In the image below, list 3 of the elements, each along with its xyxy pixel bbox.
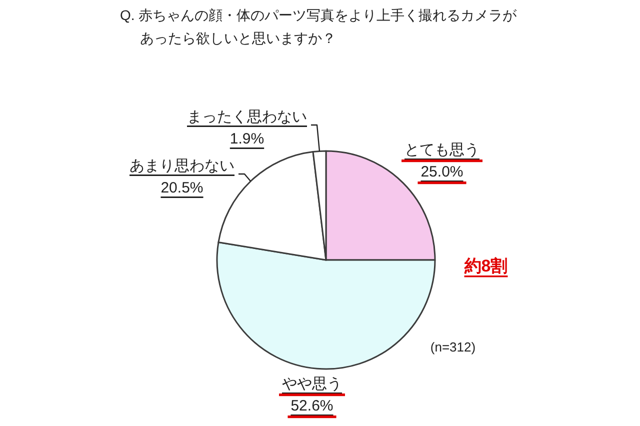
chart-title: Q. 赤ちゃんの顔・体のパーツ写真をより上手く撮れるカメラがあったら欲しいと思いますか？ [120, 6, 518, 48]
annotation: (n=312) [430, 340, 476, 354]
annotation: 約8割 [464, 256, 508, 276]
